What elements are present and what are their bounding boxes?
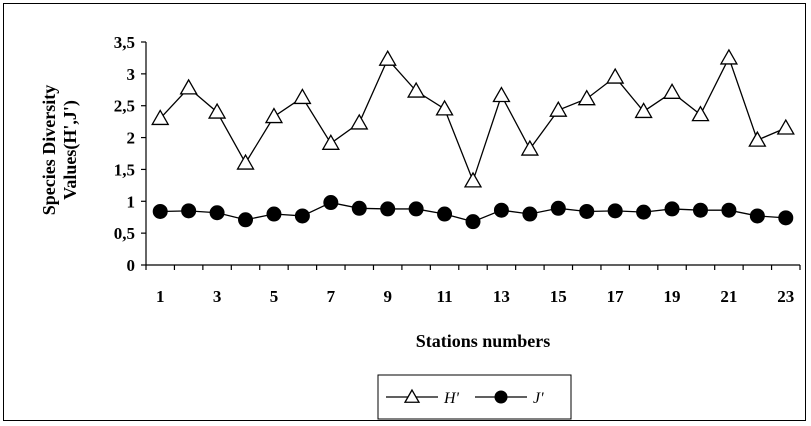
x-tick-label: 5 bbox=[270, 287, 279, 306]
series-point-1 bbox=[492, 86, 511, 103]
series-point-2 bbox=[749, 208, 765, 224]
x-axis-title: Stations numbers bbox=[416, 331, 551, 351]
x-tick-label: 21 bbox=[720, 287, 737, 306]
y-axis-title-line2: Values(H',J') bbox=[60, 100, 81, 200]
series-point-2 bbox=[152, 203, 168, 219]
series-point-2 bbox=[181, 203, 197, 219]
series-point-2 bbox=[721, 202, 737, 218]
x-tick-label: 15 bbox=[550, 287, 567, 306]
series-point-2 bbox=[493, 202, 509, 218]
plot-area: 00,511,522,533,51 3 5 7 9 11 13 15 17 19 21 23 bbox=[114, 33, 801, 306]
series-point-2 bbox=[579, 203, 595, 219]
series-point-1 bbox=[236, 153, 255, 170]
y-tick-label: 0 bbox=[127, 256, 136, 275]
x-tick-label: 11 bbox=[437, 287, 453, 306]
series-point-2 bbox=[522, 206, 538, 222]
series-point-1 bbox=[179, 78, 198, 95]
y-tick-label: 1 bbox=[127, 192, 136, 211]
series-point-1 bbox=[407, 81, 426, 98]
x-tick-label: 23 bbox=[777, 287, 794, 306]
series-point-2 bbox=[266, 206, 282, 222]
series-point-1 bbox=[151, 109, 170, 126]
series-point-2 bbox=[778, 210, 794, 226]
series-point-1 bbox=[691, 105, 710, 122]
legend: H' J' bbox=[377, 374, 572, 420]
series-point-2 bbox=[437, 206, 453, 222]
x-tick-label: 3 bbox=[213, 287, 222, 306]
legend-label-2: J' bbox=[533, 390, 544, 407]
series-point-1 bbox=[350, 113, 369, 130]
series-point-1 bbox=[662, 83, 682, 99]
series-point-1 bbox=[719, 48, 739, 65]
x-tick-label: 17 bbox=[607, 287, 625, 306]
y-tick-label: 0,5 bbox=[114, 224, 135, 243]
x-tick-label: 19 bbox=[664, 287, 681, 306]
series-point-2 bbox=[238, 212, 254, 228]
series-point-1 bbox=[520, 139, 539, 156]
legend-marker-1 bbox=[403, 388, 421, 403]
series-point-1 bbox=[634, 102, 653, 119]
series-point-2 bbox=[408, 201, 424, 217]
y-tick-label: 1,5 bbox=[114, 160, 135, 179]
series-point-1 bbox=[293, 88, 312, 105]
series-point-1 bbox=[606, 67, 625, 84]
series-point-2 bbox=[465, 214, 481, 230]
series-point-1 bbox=[321, 133, 340, 150]
x-tick-label: 1 bbox=[156, 287, 165, 306]
y-axis-title: Species Diversity Values(H',J') bbox=[39, 85, 81, 215]
series-point-2 bbox=[294, 208, 310, 224]
series-point-2 bbox=[636, 204, 652, 220]
y-axis-title-line1: Species Diversity bbox=[39, 85, 59, 215]
series-point-1 bbox=[549, 100, 568, 117]
series-point-1 bbox=[207, 102, 227, 119]
x-tick-label: 9 bbox=[383, 287, 392, 306]
series-line-1 bbox=[159, 56, 787, 183]
series-point-2 bbox=[323, 195, 339, 211]
series-point-1 bbox=[264, 107, 284, 124]
legend-label-1: H' bbox=[443, 390, 460, 407]
y-tick-label: 3,5 bbox=[114, 33, 135, 52]
series-point-2 bbox=[209, 205, 225, 221]
series-point-1 bbox=[577, 89, 596, 106]
series-point-1 bbox=[435, 99, 454, 116]
series-point-2 bbox=[692, 202, 708, 218]
series-point-1 bbox=[748, 130, 767, 147]
series-point-2 bbox=[664, 201, 680, 217]
y-tick-label: 3 bbox=[127, 65, 136, 84]
series-point-2 bbox=[351, 200, 367, 216]
x-tick-label: 7 bbox=[327, 287, 336, 306]
x-tick-label: 13 bbox=[493, 287, 510, 306]
series-point-2 bbox=[380, 201, 396, 217]
y-tick-label: 2,5 bbox=[114, 97, 135, 116]
series-point-2 bbox=[607, 203, 623, 219]
series-point-2 bbox=[550, 200, 566, 216]
series-point-1 bbox=[463, 171, 483, 188]
series-point-1 bbox=[776, 118, 795, 135]
legend-marker-2 bbox=[494, 390, 508, 404]
series-point-1 bbox=[378, 49, 397, 66]
y-tick-label: 2 bbox=[127, 129, 136, 148]
